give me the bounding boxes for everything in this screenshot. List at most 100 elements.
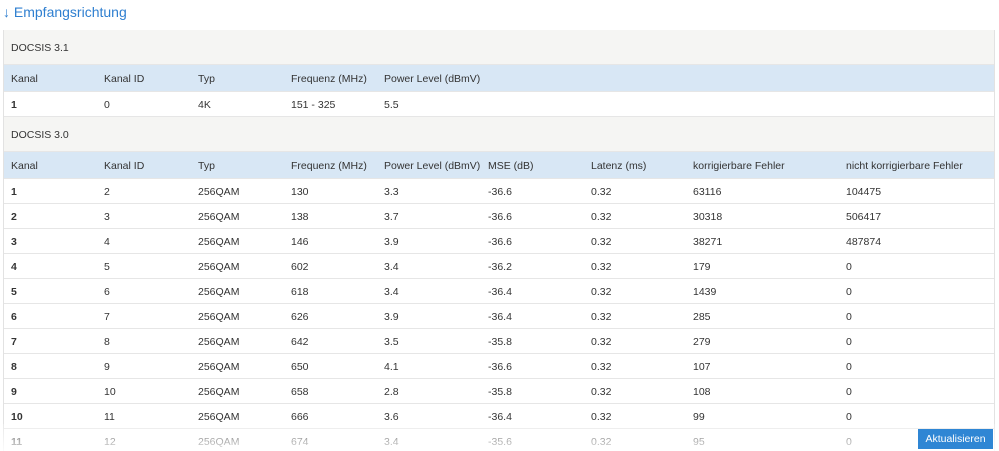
section-label: DOCSIS 3.1 [11,42,69,54]
data-row: 5 6 256QAM 618 3.4 -36.4 0.32 1439 0 [4,279,994,304]
table-cell: 3.5 [384,336,399,348]
table-cell: 3.7 [384,211,399,223]
table-cell: 256QAM [198,211,240,223]
table-cell: 0 [846,286,852,298]
table-cell: -36.2 [488,261,512,273]
table-cell: 256QAM [198,411,240,423]
table-cell: 138 [291,211,309,223]
table-cell: 256QAM [198,361,240,373]
table-cell: 146 [291,236,309,248]
table-cell: 30318 [693,211,723,223]
column-header: Typ [198,73,215,85]
table-cell: 0.32 [591,336,612,348]
table-cell: 3 [11,236,17,248]
table-cell: 8 [104,336,110,348]
table-cell: 0 [846,411,852,423]
data-row: 4 5 256QAM 602 3.4 -36.2 0.32 179 0 [4,254,994,279]
table-cell: 0 [846,361,852,373]
table-cell: 256QAM [198,261,240,273]
header-row: Kanal Kanal ID Typ Frequenz (MHz) Power Leve… [4,152,994,179]
table-cell: 666 [291,411,309,423]
table-cell: 626 [291,311,309,323]
column-header: Frequenz (MHz) [291,73,367,85]
table-cell: 6 [11,311,17,323]
table-cell: 0.32 [591,411,612,423]
table-cell: 0.32 [591,361,612,373]
table-cell: 3.9 [384,311,399,323]
table-cell: -36.6 [488,186,512,198]
table-cell: 3.3 [384,186,399,198]
table-cell: 0.32 [591,261,612,273]
table-cell: 9 [104,361,110,373]
data-row: 8 9 256QAM 650 4.1 -36.6 0.32 107 0 [4,354,994,379]
table-cell: 3 [104,211,110,223]
table-cell: 99 [693,411,705,423]
table-cell: 0.32 [591,186,612,198]
table-cell: 179 [693,261,711,273]
table-cell: 4 [11,261,17,273]
table-cell: 3.4 [384,261,399,273]
column-header: Kanal ID [104,160,145,172]
data-row: 7 8 256QAM 642 3.5 -35.8 0.32 279 0 [4,329,994,354]
table-cell: 108 [693,386,711,398]
table-cell: 2.8 [384,386,399,398]
section-label: DOCSIS 3.0 [11,129,69,141]
table-cell: -36.6 [488,361,512,373]
table-cell: 4.1 [384,361,399,373]
table-cell: 3.4 [384,286,399,298]
table-cell: 0 [846,261,852,273]
table-cell: 10 [11,411,23,423]
table-cell: 256QAM [198,311,240,323]
data-row: 3 4 256QAM 146 3.9 -36.6 0.32 38271 487874 [4,229,994,254]
table-cell: 4 [104,236,110,248]
table-cell: 618 [291,286,309,298]
table-cell: -36.4 [488,311,512,323]
refresh-button[interactable]: Aktualisieren [918,429,993,449]
data-row: 1 2 256QAM 130 3.3 -36.6 0.32 63116 104475 [4,179,994,204]
table-cell: 2 [11,211,17,223]
table-cell: -36.4 [488,411,512,423]
data-row: 6 7 256QAM 626 3.9 -36.4 0.32 285 0 [4,304,994,329]
column-header: Power Level (dBmV) [384,73,481,85]
scroll-fade [0,424,999,451]
column-header: Kanal ID [104,73,145,85]
column-header: Power Level (dBmV) [384,160,481,172]
table-cell: 256QAM [198,386,240,398]
table-cell: -36.4 [488,286,512,298]
table-cell: 602 [291,261,309,273]
table-cell: 279 [693,336,711,348]
section-row: DOCSIS 3.0 [4,117,994,152]
table-cell: 1439 [693,286,717,298]
table-cell: 5.5 [384,99,399,111]
header-row: Kanal Kanal ID Typ Frequenz (MHz) Power Leve… [4,65,994,92]
table-cell: 3.9 [384,236,399,248]
table-cell: 256QAM [198,236,240,248]
table-cell: -35.8 [488,386,512,398]
table-cell: 650 [291,361,309,373]
table-cell: 130 [291,186,309,198]
table-cell: 38271 [693,236,723,248]
column-header: Latenz (ms) [591,160,647,172]
column-header: MSE (dB) [488,160,534,172]
table-cell: 256QAM [198,186,240,198]
table-cell: 63116 [693,186,722,198]
table-cell: 5 [104,261,110,273]
table-cell: 0.32 [591,211,612,223]
table-cell: 506417 [846,211,882,223]
table-cell: 4K [198,99,211,111]
column-header: nicht korrigierbare Fehler [846,160,963,172]
table-cell: 6 [104,286,110,298]
table-cell: 5 [11,286,17,298]
table-cell: 0.32 [591,386,612,398]
table-cell: 10 [104,386,116,398]
data-row: 2 3 256QAM 138 3.7 -36.6 0.32 30318 506417 [4,204,994,229]
table-cell: -35.8 [488,336,512,348]
table-cell: 1 [11,99,17,111]
table-cell: 0.32 [591,236,612,248]
table-cell: 107 [693,361,711,373]
table-cell: 256QAM [198,336,240,348]
table-cell: 3.6 [384,411,399,423]
column-header: Kanal [11,160,38,172]
table-cell: 11 [104,411,115,423]
